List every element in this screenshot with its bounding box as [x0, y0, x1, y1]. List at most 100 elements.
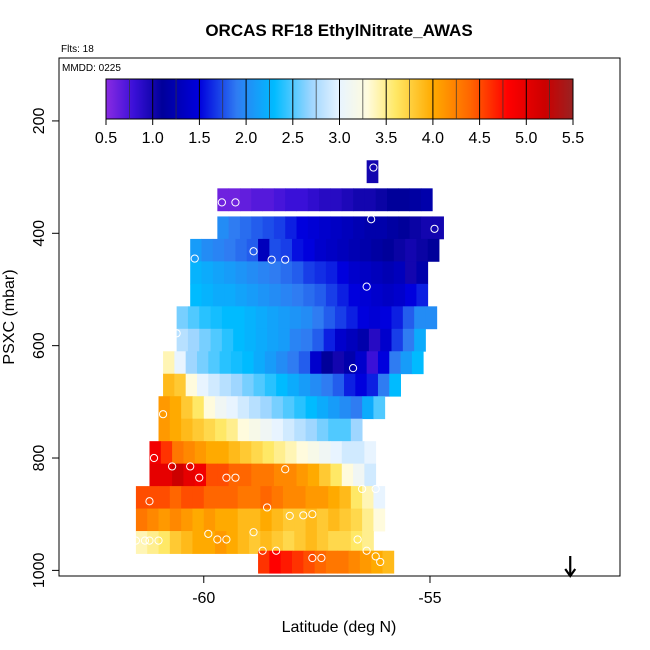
x-axis: -60 -55: [192, 576, 442, 607]
y-tick-label: 200: [31, 107, 48, 134]
heatmap-cell: [362, 508, 374, 532]
sample-marker: [371, 552, 380, 561]
heatmap-cell: [235, 238, 248, 262]
heatmap-cell: [414, 328, 426, 352]
heatmap-cell: [298, 351, 311, 375]
heatmap-cell: [208, 351, 221, 375]
heatmap-cell: [289, 328, 302, 352]
heatmap-cell: [199, 306, 211, 330]
heatmap-cell: [172, 441, 184, 465]
heatmap-cell: [353, 216, 365, 240]
colorbar-tick-label: 4.0: [422, 130, 444, 147]
heatmap-cell: [230, 351, 243, 375]
heatmap-cell: [321, 351, 334, 375]
heatmap-cell: [224, 238, 236, 262]
sample-marker: [204, 529, 213, 538]
heatmap-cell: [278, 328, 291, 352]
heatmap-cell: [334, 328, 347, 352]
heatmap-cell: [282, 486, 295, 509]
heatmap-cell: [330, 216, 343, 240]
heatmap-cell: [303, 238, 316, 262]
heatmap-cell: [201, 283, 214, 307]
sample-marker: [285, 511, 294, 520]
heatmap-cell: [405, 238, 417, 262]
heatmap-cell: [224, 283, 236, 307]
heatmap-cell: [330, 441, 343, 465]
heatmap-cell: [319, 441, 331, 465]
heatmap-cell: [190, 238, 202, 262]
colorbar-tick-label: 2.0: [235, 130, 257, 147]
heatmap-cell: [203, 486, 216, 509]
heatmap-cell: [242, 373, 254, 397]
heatmap-cell: [282, 531, 295, 554]
sample-marker: [369, 163, 378, 172]
heatmap-cell: [228, 463, 241, 487]
heatmap-cell: [389, 373, 401, 397]
heatmap-cell: [233, 306, 245, 330]
heatmap-cell: [163, 351, 175, 375]
heatmap-cell: [273, 463, 286, 487]
heatmap-cell: [237, 486, 250, 509]
heatmap-cell: [375, 188, 388, 212]
heatmap-cell: [328, 396, 340, 420]
heatmap-cell: [262, 463, 275, 487]
heatmap-cell: [346, 328, 358, 352]
heatmap-cell: [296, 216, 309, 240]
heatmap-cell: [258, 550, 270, 574]
heatmap-cell: [269, 238, 282, 262]
heatmap-cell: [249, 508, 261, 532]
heatmap-cell: [187, 328, 200, 352]
heatmap-cell: [262, 188, 275, 212]
heatmap-cell: [237, 508, 250, 532]
heatmap-cell: [316, 418, 329, 442]
heatmap-cell: [253, 373, 266, 397]
heatmap-cell: [402, 328, 415, 352]
heatmap-cell: [382, 261, 395, 285]
heatmap-cell: [387, 216, 399, 240]
heatmap-cell: [280, 238, 293, 262]
heatmap-cell: [337, 238, 349, 262]
heatmap-cell: [348, 550, 361, 574]
heatmap-cell: [339, 508, 352, 532]
heatmap-cell: [217, 216, 230, 240]
y-tick-label: 600: [31, 332, 48, 359]
heatmap-cell: [307, 216, 320, 240]
heatmap-cell: [353, 188, 365, 212]
x-tick-label: -55: [418, 590, 441, 607]
heatmap-cell: [294, 508, 306, 532]
heatmap-cell: [160, 441, 173, 465]
heatmap-cell: [377, 351, 390, 375]
sample-marker: [299, 511, 308, 520]
heatmap-cell: [185, 351, 198, 375]
heatmap-cell: [262, 216, 275, 240]
heatmap-cell: [400, 351, 413, 375]
heatmap-cell: [244, 328, 257, 352]
heatmap-cell: [325, 550, 338, 574]
heatmap-cell: [219, 373, 232, 397]
heatmap-cell: [366, 160, 379, 184]
sample-marker: [140, 536, 150, 545]
sample-marker: [272, 546, 281, 555]
sample-marker: [149, 453, 159, 463]
heatmap-cell: [267, 328, 279, 352]
heatmap-cell: [298, 373, 311, 397]
heatmap-cell: [249, 396, 261, 420]
flights-label: Flts: 18: [61, 44, 94, 55]
y-tick-label: 400: [31, 220, 48, 247]
heatmap-cell: [221, 306, 234, 330]
heatmap-cell: [260, 418, 273, 442]
colorbar-tick-label: 1.0: [142, 130, 164, 147]
heatmap-cell: [276, 373, 288, 397]
heatmap-cell: [183, 463, 196, 487]
heatmap-cell: [217, 463, 230, 487]
sample-marker: [168, 462, 177, 471]
heatmap-cell: [271, 396, 284, 420]
heatmap-cell: [393, 238, 406, 262]
colorbar-ticks: 0.5 1.0 1.5 2.0 2.5 3.0 3.5 4.0 4.5 5.0 5.5: [95, 79, 584, 147]
heatmap-cell: [325, 283, 338, 307]
sample-marker: [249, 247, 258, 256]
heatmap-cell: [323, 306, 336, 330]
heatmap-cell: [380, 306, 392, 330]
heatmap-cell: [262, 441, 275, 465]
heatmap-cell: [341, 441, 354, 465]
